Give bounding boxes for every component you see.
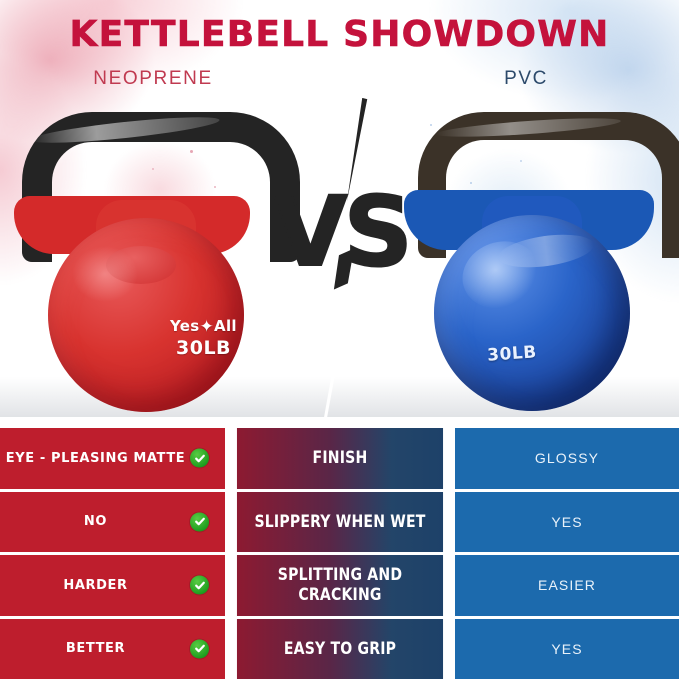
row-2-neoprene-value: HARDER bbox=[0, 555, 225, 616]
left-material-label: NEOPRENE bbox=[93, 68, 213, 89]
brand-suffix: All bbox=[214, 317, 237, 335]
row-2-feature: SPLITTING AND CRACKING bbox=[236, 555, 444, 616]
row-0-neoprene-value: EYE - PLEASING MATTE bbox=[0, 428, 225, 489]
row-2-pvc-value: EASIER bbox=[455, 555, 679, 616]
row-0-feature: FINISH bbox=[236, 428, 444, 489]
row-1-pvc-value: YES bbox=[455, 491, 679, 552]
row-3-feature: EASY TO GRIP bbox=[236, 618, 444, 679]
check-icon bbox=[190, 512, 209, 532]
check-icon bbox=[190, 448, 209, 468]
table-row: NO SLIPPERY WHEN WET YES bbox=[0, 491, 679, 552]
row-1-feature: SLIPPERY WHEN WET bbox=[236, 491, 444, 552]
table-row: BETTER EASY TO GRIP YES bbox=[0, 618, 679, 679]
row-0-pvc-value: GLOSSY bbox=[455, 428, 679, 489]
lightning-bolt-icon bbox=[322, 94, 371, 427]
versus-label: VS bbox=[272, 176, 413, 288]
neoprene-highlight bbox=[72, 246, 138, 302]
table-row: EYE - PLEASING MATTE FINISH GLOSSY bbox=[0, 428, 679, 489]
pvc-body bbox=[434, 215, 630, 411]
row-0-neoprene-text: EYE - PLEASING MATTE bbox=[5, 450, 186, 466]
check-icon bbox=[190, 639, 209, 659]
brand-prefix: Yes bbox=[170, 317, 200, 335]
row-2-neoprene-text: HARDER bbox=[63, 577, 128, 593]
row-1-neoprene-value: NO bbox=[0, 491, 225, 552]
brand-logo: Yes✦All bbox=[170, 316, 280, 337]
row-3-neoprene-text: BETTER bbox=[65, 641, 126, 657]
check-icon bbox=[190, 575, 209, 595]
table-row: HARDER SPLITTING AND CRACKING EASIER bbox=[0, 555, 679, 616]
page-title: KETTLEBELL SHOWDOWN bbox=[69, 14, 610, 56]
comparison-table: EYE - PLEASING MATTE FINISH GLOSSY NO SL… bbox=[0, 428, 679, 679]
versus-graphic: VS bbox=[268, 94, 414, 427]
neoprene-shoulder-highlight bbox=[106, 246, 176, 284]
row-3-neoprene-value: BETTER bbox=[0, 618, 225, 679]
neoprene-weight-label: 30LB bbox=[176, 337, 232, 359]
brand-star-icon: ✦ bbox=[199, 317, 215, 337]
row-3-pvc-value: YES bbox=[455, 618, 679, 679]
right-material-label: PVC bbox=[504, 68, 548, 89]
row-1-neoprene-text: NO bbox=[83, 514, 108, 530]
